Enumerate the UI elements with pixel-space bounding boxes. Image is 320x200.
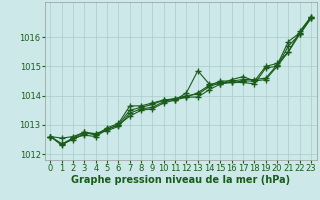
X-axis label: Graphe pression niveau de la mer (hPa): Graphe pression niveau de la mer (hPa)	[71, 175, 290, 185]
